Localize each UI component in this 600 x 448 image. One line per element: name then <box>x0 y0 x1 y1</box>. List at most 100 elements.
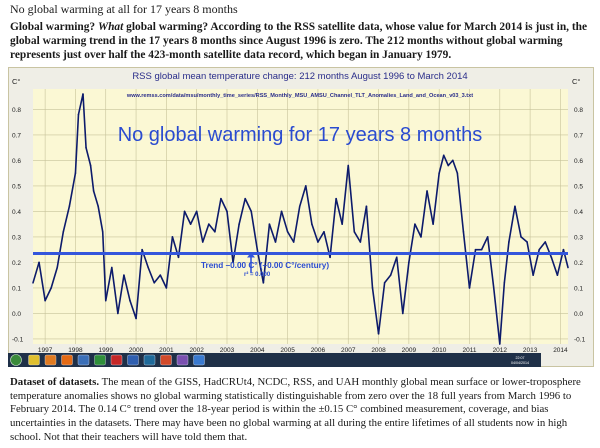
series-segment <box>177 210 186 259</box>
series-segment <box>85 146 92 167</box>
x-tick-label: 2014 <box>553 347 568 354</box>
publisher-icon <box>143 354 156 366</box>
series-segment <box>232 223 240 264</box>
series-segment <box>426 190 434 225</box>
series-segment <box>508 205 516 243</box>
series-segment <box>538 241 547 251</box>
series-segment <box>353 231 362 243</box>
intro-part2: global warming? According to the RSS sat… <box>10 21 588 62</box>
y-tick-left: 0.2 <box>12 260 21 267</box>
series-segment <box>395 256 404 315</box>
series-segment <box>38 261 46 302</box>
x-tick-label: 1999 <box>99 347 114 354</box>
series-segment <box>498 282 506 345</box>
plot-area <box>33 89 568 344</box>
x-tick-label: 2001 <box>159 347 174 354</box>
axis-ticks: 0.8 0.8 0.7 0.7 0.6 0.6 0.5 0.5 0.4 0.4 0.3 0.3 0.2 0… <box>12 107 586 354</box>
series-segment <box>153 274 162 284</box>
series-segment <box>389 256 398 276</box>
series-segment <box>44 287 52 302</box>
paint-icon <box>176 354 189 366</box>
windows-taskbar: 22:07 04/04/2014 <box>8 353 541 367</box>
y-tick-left: 0.6 <box>12 158 21 165</box>
series-segment <box>77 93 84 116</box>
x-tick-label: 2007 <box>341 347 356 354</box>
intro-paragraph: Global warming? What global warming? Acc… <box>10 20 592 63</box>
series-segment <box>298 185 307 208</box>
closing-paragraph: Dataset of datasets. The mean of the GIS… <box>10 376 592 445</box>
series-segment <box>238 197 246 225</box>
series-segment <box>480 236 489 251</box>
series-segment <box>189 210 198 225</box>
series-segment <box>74 113 80 174</box>
info-icon <box>193 354 205 366</box>
series-segment <box>89 164 95 192</box>
series-segment <box>442 154 450 167</box>
grid-lines <box>33 89 568 344</box>
series-segment <box>305 185 313 225</box>
x-tick-label: 2002 <box>189 347 204 354</box>
y-tick-left: -0.1 <box>12 336 24 343</box>
taskbar-svg: 22:07 04/04/2014 <box>8 353 541 367</box>
series-segment <box>447 159 454 167</box>
y-tick-right: -0.1 <box>574 336 586 343</box>
taskbar-time: 22:07 <box>516 356 525 360</box>
series-segment <box>50 266 59 289</box>
x-tick-label: 2009 <box>402 347 417 354</box>
series-segment <box>195 210 204 243</box>
closing-lead: Dataset of datasets. <box>10 376 100 388</box>
windows-start-icon <box>10 354 22 366</box>
x-tick-label: 2005 <box>280 347 295 354</box>
series-segment <box>147 266 156 284</box>
firefox-icon <box>61 354 73 366</box>
x-tick-label: 1998 <box>68 347 83 354</box>
series-segment <box>432 172 440 225</box>
series-segment <box>377 282 386 335</box>
series-segment <box>135 248 143 320</box>
series-segment <box>452 159 459 174</box>
x-tick-label: 1997 <box>38 347 53 354</box>
series-segment <box>503 241 510 284</box>
series-segment <box>341 164 350 225</box>
powerpoint-icon <box>160 354 172 366</box>
series-segment <box>311 223 319 243</box>
series-segment <box>329 197 337 259</box>
y-unit-right: C° <box>572 77 580 86</box>
x-tick-label: 2003 <box>220 347 235 354</box>
series-segment <box>486 236 495 289</box>
series-segment <box>244 197 253 213</box>
series-segment <box>68 172 77 208</box>
series-segment <box>250 210 259 251</box>
series-segment <box>456 172 465 233</box>
series-segment <box>117 274 125 315</box>
series-segment <box>317 231 325 243</box>
acrobat-icon <box>110 354 123 366</box>
closing-text: The mean of the GISS, HadCRUt4, NCDC, RS… <box>10 376 581 443</box>
x-tick-label: 2012 <box>493 347 508 354</box>
y-tick-left: 0.7 <box>12 132 21 139</box>
series-segment <box>97 205 104 233</box>
x-tick-label: 2013 <box>523 347 538 354</box>
series-segment <box>183 210 192 225</box>
y-tick-right: 0.5 <box>574 183 583 190</box>
word-icon <box>127 354 139 366</box>
series-segment <box>526 241 534 276</box>
series-segment <box>274 210 283 243</box>
series-segment <box>292 205 301 243</box>
trend-arrow-head <box>247 252 255 258</box>
y-tick-left: 0.4 <box>12 209 21 216</box>
y-tick-left: 0.5 <box>12 183 21 190</box>
series-segment <box>402 261 410 315</box>
series-segment <box>268 223 277 243</box>
series-segment <box>462 231 471 289</box>
y-tick-left: 0.0 <box>12 311 21 318</box>
series-segment <box>383 274 392 284</box>
chart-headline: No global warming for 17 years 8 months <box>118 124 483 146</box>
y-tick-right: 0.6 <box>574 158 583 165</box>
series-segment <box>359 205 368 243</box>
y-tick-right: 0.0 <box>574 311 583 318</box>
y-tick-right: 0.4 <box>574 209 583 216</box>
r-squared-label: r² = 0.000 <box>244 271 271 278</box>
trend-line-group <box>33 251 568 273</box>
temperature-chart: 0.8 0.8 0.7 0.7 0.6 0.6 0.5 0.5 0.4 0.4 0.3 0.3 0.2 0… <box>8 67 594 367</box>
